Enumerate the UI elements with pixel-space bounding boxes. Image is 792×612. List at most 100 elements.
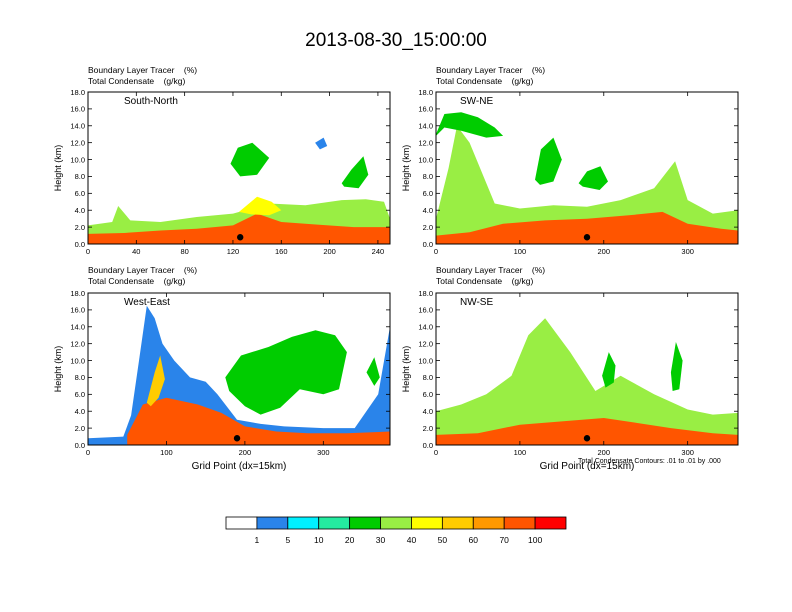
colorbar-swatch	[380, 516, 412, 530]
tracer-region-20	[225, 330, 347, 415]
shaded-field	[88, 305, 390, 445]
y-axis-label: Height (km)	[53, 346, 63, 393]
colorbar-swatch	[287, 516, 320, 530]
y-tick-label: 16.0	[418, 306, 433, 315]
location-marker	[583, 435, 591, 442]
y-tick-label: 14.0	[70, 323, 85, 332]
y-tick-label: 0.0	[75, 441, 85, 450]
colorbar-label: 5	[285, 535, 290, 545]
y-tick-label: 0.0	[423, 441, 433, 450]
colorbar: 1 5 10 20 30 40 50 60 70 100	[225, 516, 567, 545]
x-tick-label: 160	[275, 247, 288, 256]
x-tick-label: 0	[86, 448, 90, 457]
y-tick-label: 12.0	[70, 138, 85, 147]
header-line-1: Boundary Layer Tracer (%)	[88, 265, 198, 275]
colorbar-swatch	[534, 516, 567, 530]
header-line-1: Boundary Layer Tracer (%)	[436, 65, 546, 75]
x-tick-label: 200	[598, 448, 611, 457]
x-tick-label: 0	[86, 247, 90, 256]
y-tick-label: 6.0	[423, 189, 433, 198]
colorbar-swatch	[472, 516, 505, 530]
tracer-region-70	[436, 211, 738, 244]
plot-frame	[87, 91, 391, 245]
colorbar-label: 10	[314, 535, 324, 545]
y-tick-label: 12.0	[418, 339, 433, 348]
x-tick-label: 300	[681, 247, 694, 256]
plot-frame	[435, 292, 739, 446]
y-axis-label: Height (km)	[401, 145, 411, 192]
y-tick-label: 12.0	[70, 339, 85, 348]
y-tick-label: 0.0	[75, 240, 85, 249]
tracer-region-70	[436, 418, 738, 445]
x-tick-label: 100	[160, 448, 173, 457]
y-tick-label: 8.0	[75, 172, 85, 181]
panel-label: South-North	[124, 96, 178, 107]
y-tick-label: 16.0	[418, 105, 433, 114]
x-tick-label: 0	[434, 448, 438, 457]
y-tick-label: 8.0	[423, 373, 433, 382]
colorbar-label: 100	[528, 535, 542, 545]
plot-frame	[87, 292, 391, 446]
x-tick-label: 200	[239, 448, 252, 457]
panel-1: 0.0 2.0 4.0 6.0 8.0 10.0 12.0 14.0 16.0 18.0 0 40 80…	[53, 88, 391, 256]
panel-label: West-East	[124, 297, 170, 308]
x-tick-label: 200	[323, 247, 336, 256]
colorbar-swatch	[318, 516, 351, 530]
x-tick-label: 200	[598, 247, 611, 256]
colorbar-swatch	[349, 516, 381, 530]
panel-4: 0.0 2.0 4.0 6.0 8.0 10.0 12.0 14.0 16.0 18.0 0 100 2…	[401, 289, 739, 472]
colorbar-label: 20	[345, 535, 355, 545]
y-tick-label: 16.0	[70, 105, 85, 114]
y-tick-label: 6.0	[75, 189, 85, 198]
y-tick-label: 18.0	[418, 289, 433, 298]
contour-note: Total Condensate Contours: .01 to .01 by…	[578, 458, 721, 465]
tracer-region-20	[670, 342, 683, 391]
colorbar-label: 50	[438, 535, 448, 545]
y-tick-label: 14.0	[418, 323, 433, 332]
colorbar-swatch	[411, 516, 443, 530]
y-tick-label: 12.0	[418, 138, 433, 147]
colorbar-swatch	[503, 516, 536, 530]
tracer-region-20	[341, 156, 369, 189]
tracer-region-20	[230, 142, 270, 177]
colorbar-label: 60	[469, 535, 479, 545]
x-tick-label: 240	[372, 247, 385, 256]
tracer-region-20	[602, 352, 616, 388]
tracer-region-20	[436, 112, 504, 138]
panel-label: SW-NE	[460, 96, 493, 107]
x-axis-label: Grid Point (dx=15km)	[192, 461, 287, 472]
y-tick-label: 4.0	[423, 407, 433, 416]
y-tick-label: 4.0	[75, 407, 85, 416]
colorbar-label: 1	[255, 535, 260, 545]
figure-title: 2013-08-30_15:00:00	[305, 30, 487, 51]
x-tick-label: 40	[132, 247, 140, 256]
y-axis-label: Height (km)	[401, 346, 411, 393]
y-tick-label: 2.0	[75, 424, 85, 433]
y-tick-label: 8.0	[423, 172, 433, 181]
y-tick-label: 14.0	[70, 122, 85, 131]
header-line-1: Boundary Layer Tracer (%)	[88, 65, 198, 75]
header-line-2: Total Condensate (g/kg)	[88, 276, 186, 286]
plot-frame	[435, 91, 739, 245]
y-tick-label: 10.0	[418, 155, 433, 164]
x-tick-label: 120	[227, 247, 240, 256]
y-tick-label: 10.0	[418, 356, 433, 365]
tracer-region-1	[315, 137, 328, 150]
panel-2-header: Boundary Layer Tracer (%) Total Condensat…	[436, 65, 545, 87]
shaded-field	[88, 137, 390, 244]
panel-4-header: Boundary Layer Tracer (%) Total Condensat…	[436, 265, 545, 287]
panel-3-header: Boundary Layer Tracer (%) Total Condensat…	[88, 265, 197, 287]
colorbar-swatch	[225, 516, 258, 530]
tracer-region-70	[127, 397, 390, 445]
colorbar-swatch	[256, 516, 289, 530]
y-tick-label: 4.0	[75, 206, 85, 215]
y-tick-label: 0.0	[423, 240, 433, 249]
x-tick-label: 300	[681, 448, 694, 457]
panel-3: 0.0 2.0 4.0 6.0 8.0 10.0 12.0 14.0 16.0 18.0 0 100 2…	[53, 289, 391, 472]
location-marker	[583, 234, 591, 241]
panel-label: NW-SE	[460, 297, 493, 308]
x-tick-label: 80	[180, 247, 188, 256]
y-tick-label: 2.0	[423, 223, 433, 232]
y-tick-label: 10.0	[70, 155, 85, 164]
